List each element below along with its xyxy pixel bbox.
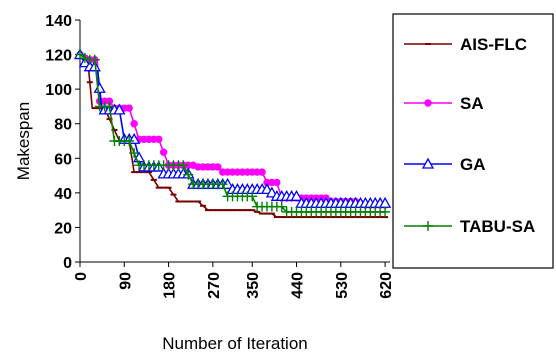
y-tick-label: 40 [54, 186, 72, 203]
legend-label: TABU-SA [460, 217, 535, 236]
data-point [130, 120, 138, 128]
legend-marker [421, 157, 435, 169]
y-tick-label: 0 [63, 255, 72, 272]
legend-entry: SA [404, 94, 484, 113]
legend-label: AIS-FLC [460, 35, 527, 54]
series-markers [75, 49, 391, 217]
data-point [104, 101, 115, 112]
series-line [79, 54, 386, 204]
y-tick-label: 80 [54, 117, 72, 134]
legend-entry: TABU-SA [404, 217, 535, 236]
legend: AIS-FLC SA GA TABU-SA [392, 13, 554, 269]
data-point [125, 104, 133, 112]
data-point [183, 169, 194, 180]
data-point [380, 206, 391, 217]
data-point [129, 148, 140, 159]
x-tick-label: 270 [206, 272, 223, 299]
y-tick-label: 100 [45, 82, 72, 99]
data-point [113, 103, 126, 115]
data-point [290, 189, 303, 201]
data-point [159, 148, 168, 156]
y-tick-label: 120 [45, 48, 72, 65]
data-point [276, 201, 287, 212]
data-point [178, 160, 189, 171]
legend-label: SA [460, 94, 484, 113]
data-point [273, 178, 281, 187]
legend-marker [423, 221, 433, 231]
x-axis-label: Number of Iteration [162, 334, 308, 353]
series-layer [73, 48, 392, 219]
axes: 0 20 40 60 80 100 120 140 0 90 180 270 350 440 530 620 [45, 13, 395, 299]
y-tick-label: 20 [54, 220, 72, 237]
y-tick-label: 140 [45, 13, 72, 30]
series-line [79, 53, 386, 206]
x-tick-label: 440 [290, 272, 307, 299]
x-tick-label: 350 [245, 272, 262, 299]
legend-entry: GA [404, 155, 486, 174]
data-point [217, 179, 228, 190]
series-tabu-sa [75, 49, 391, 217]
data-point [155, 135, 163, 143]
data-point [214, 163, 222, 171]
x-tick-label: 180 [162, 272, 179, 299]
data-point [124, 136, 135, 146]
data-point [79, 53, 90, 64]
legend-entry: AIS-FLC [404, 35, 527, 54]
y-tick-label: 60 [54, 151, 72, 168]
data-point [247, 191, 258, 202]
x-tick-label: 0 [73, 272, 90, 281]
legend-label: GA [460, 155, 486, 174]
x-tick-label: 90 [117, 272, 134, 290]
series-ga [73, 48, 392, 208]
data-point [93, 81, 106, 93]
data-point [89, 54, 100, 65]
legend-marker [424, 99, 432, 107]
data-point [258, 168, 266, 176]
y-axis-label: Makespan [14, 102, 33, 180]
x-tick-label: 530 [334, 272, 351, 299]
x-tick-label: 620 [378, 272, 395, 299]
